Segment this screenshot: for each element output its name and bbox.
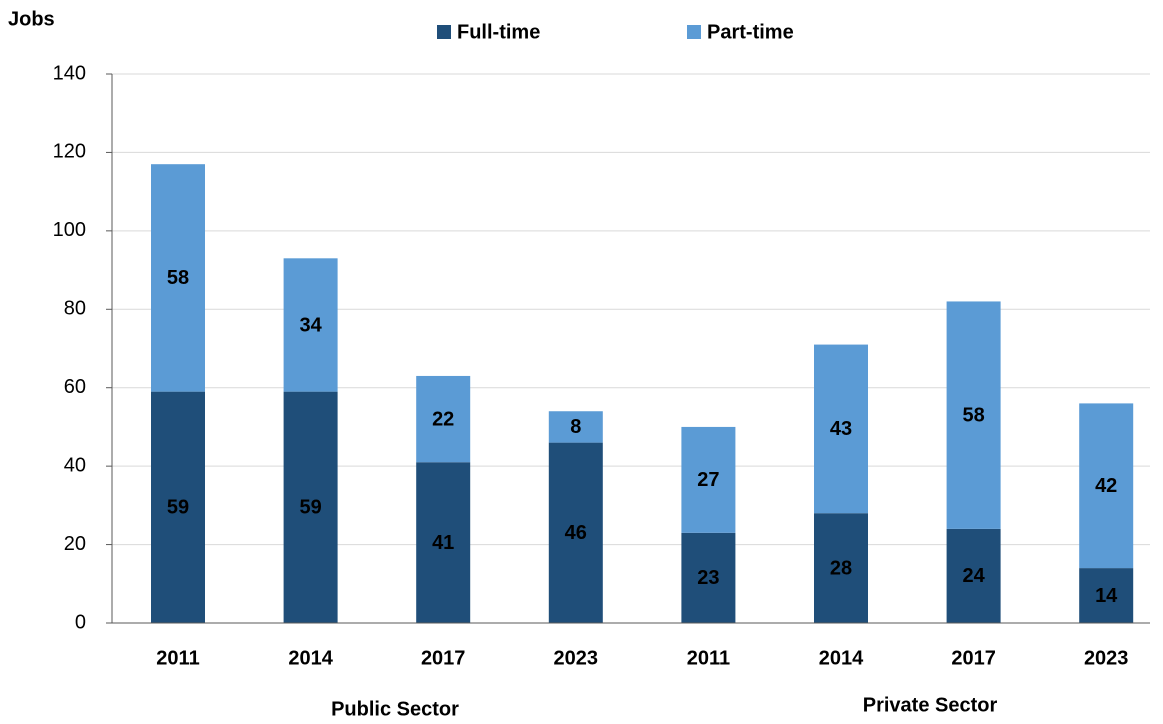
data-label: 27 bbox=[697, 469, 719, 491]
x-tick-label: 2017 bbox=[421, 647, 466, 669]
x-tick-label: 2011 bbox=[687, 647, 730, 669]
bar-segment bbox=[283, 391, 338, 623]
data-label: 41 bbox=[432, 532, 454, 554]
data-label: 24 bbox=[962, 565, 985, 587]
x-tick-label: 2011 bbox=[156, 647, 199, 669]
x-tick-label: 2014 bbox=[288, 647, 333, 669]
y-tick-label: 100 bbox=[53, 219, 86, 241]
bar-segment bbox=[151, 164, 205, 392]
x-tick-label: 2014 bbox=[819, 647, 864, 669]
data-label: 43 bbox=[830, 418, 852, 440]
group-label: Private Sector bbox=[863, 694, 998, 716]
bar-segment bbox=[548, 442, 603, 623]
x-tick-label: 2023 bbox=[1084, 647, 1129, 669]
data-label: 28 bbox=[830, 557, 852, 579]
y-tick-label: 0 bbox=[75, 611, 86, 633]
bar-segment bbox=[814, 513, 868, 623]
x-tick-label: 2017 bbox=[951, 647, 996, 669]
y-axis-label: Jobs bbox=[8, 8, 55, 30]
bar-segment bbox=[1079, 403, 1134, 569]
bar-segment bbox=[416, 375, 471, 463]
bar-segment bbox=[814, 344, 868, 514]
legend-swatch bbox=[687, 25, 701, 39]
x-tick-label: 2023 bbox=[554, 647, 599, 669]
data-label: 34 bbox=[299, 314, 322, 336]
data-label: 58 bbox=[167, 267, 189, 289]
y-tick-label: 140 bbox=[53, 62, 86, 84]
data-label: 58 bbox=[962, 404, 984, 426]
y-tick-label: 60 bbox=[64, 376, 86, 398]
group-label: Public Sector bbox=[331, 698, 459, 720]
data-label: 23 bbox=[697, 567, 719, 589]
bar-segment bbox=[1079, 568, 1134, 623]
data-label: 59 bbox=[167, 497, 189, 519]
y-tick-label: 80 bbox=[64, 298, 86, 320]
data-label: 42 bbox=[1095, 475, 1117, 497]
bar-segment bbox=[681, 426, 736, 533]
legend-label: Part-time bbox=[707, 21, 794, 43]
bar-segment bbox=[548, 411, 603, 443]
legend-swatch bbox=[437, 25, 451, 39]
data-label: 14 bbox=[1095, 585, 1118, 607]
bar-segment bbox=[946, 528, 1001, 623]
bar-segment bbox=[416, 462, 471, 623]
bar-segment bbox=[283, 258, 338, 392]
bar-segment bbox=[151, 391, 205, 623]
legend-label: Full-time bbox=[457, 21, 540, 43]
data-label: 22 bbox=[432, 408, 454, 430]
bar-segment bbox=[946, 301, 1001, 529]
y-tick-label: 20 bbox=[64, 533, 86, 555]
data-label: 46 bbox=[565, 522, 587, 544]
data-label: 8 bbox=[570, 416, 581, 438]
y-tick-label: 120 bbox=[53, 141, 86, 163]
bar-segment bbox=[681, 532, 736, 623]
y-tick-label: 40 bbox=[64, 454, 86, 476]
data-label: 59 bbox=[299, 497, 321, 519]
